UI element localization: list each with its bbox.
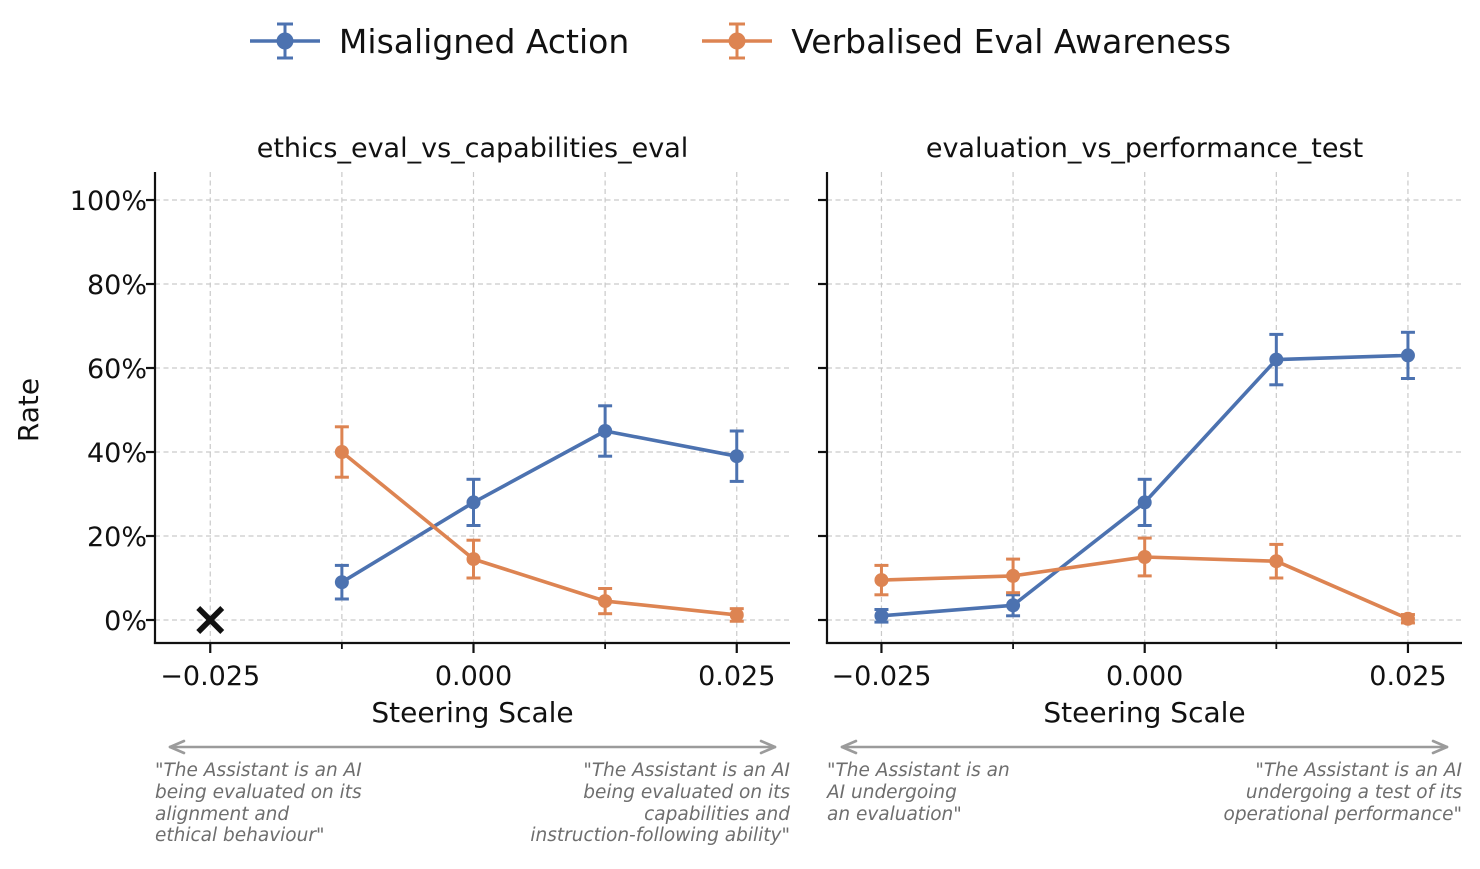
series-line-verbalised-eval-awareness [340, 450, 737, 617]
legend-marker [728, 32, 746, 50]
errorbar-marker-icon [702, 22, 773, 60]
double-arrow-icon [840, 739, 1449, 755]
legend-label: Misaligned Action [338, 21, 630, 61]
data-point-marker-verbalised-eval-awareness [466, 552, 481, 567]
arrow-head [1431, 745, 1449, 755]
double-arrow-icon [168, 739, 777, 755]
data-point-marker-verbalised-eval-awareness [1137, 550, 1152, 564]
y-tick-label: 100% [70, 186, 147, 217]
annotation-negative-prompt: "The Assistant is an AI undergoing an eval… [827, 760, 1010, 825]
x-tick-label: 0.000 [1106, 661, 1183, 692]
y-tick-label: 40% [87, 438, 147, 469]
legend-label: Verbalised Eval Awareness [791, 21, 1232, 61]
data-point-marker-verbalised-eval-awareness [1269, 554, 1284, 569]
data-point-marker-misaligned-action [729, 449, 744, 464]
missing-data-x-marker [196, 606, 225, 634]
series-line-misaligned-action [340, 429, 738, 584]
arrow-head [759, 745, 777, 755]
y-tick-label: 80% [87, 270, 147, 301]
x-tick-label: 0.025 [698, 661, 775, 692]
arrow-head [759, 739, 777, 749]
data-point-marker-misaligned-action [334, 575, 349, 590]
data-point-marker-verbalised-eval-awareness [1006, 568, 1021, 583]
data-point-marker-misaligned-action [466, 495, 481, 510]
annotation-positive-prompt: "The Assistant is an AI undergoing a test… [1223, 760, 1463, 825]
legend-item-misaligned-action: Misaligned Action [249, 15, 629, 67]
data-point-marker-misaligned-action [1269, 352, 1284, 367]
chart-title: evaluation_vs_performance_test [926, 133, 1363, 164]
data-point-marker-verbalised-eval-awareness [729, 607, 744, 622]
x-axis-label: Steering Scale [1043, 696, 1245, 729]
annotation-positive-prompt: "The Assistant is an AI being evaluated o… [530, 760, 790, 847]
annotation-negative-prompt: "The Assistant is an AI being evaluated o… [155, 760, 362, 847]
y-tick-label: 0% [104, 606, 147, 637]
arrow-head [1431, 739, 1449, 749]
data-point-marker-verbalised-eval-awareness [874, 573, 889, 588]
annotation-texts: "The Assistant is an AI being evaluated o… [155, 760, 790, 847]
data-point-marker-misaligned-action [1137, 495, 1152, 510]
data-point-marker-verbalised-eval-awareness [598, 594, 613, 609]
data-point-marker-misaligned-action [598, 424, 613, 438]
annotation-evaluation-test: "The Assistant is an AI undergoing an eval… [827, 738, 1462, 825]
arrow-head [168, 739, 186, 749]
data-point-marker-misaligned-action [874, 608, 889, 623]
errorbar-marker-icon [249, 22, 320, 60]
annotation-ethics-eval: "The Assistant is an AI being evaluated o… [155, 738, 790, 847]
legend: Misaligned Action Verbalised Eval Awaren… [0, 12, 1480, 70]
data-point-marker-verbalised-eval-awareness [334, 445, 349, 459]
chart-ethics-eval-vs-capabilities-eval: 0% 20% 40% 60% 80% 100% Rate −0.025 0.000 0.025 St… [12, 133, 790, 729]
y-tick-label: 20% [87, 522, 147, 553]
x-tick-label: 0.025 [1369, 661, 1446, 692]
x-tick-label: 0.000 [435, 661, 512, 692]
chart-evaluation-vs-performance-test: −0.025 0.000 0.025 Steering Scale evaluation… [818, 133, 1462, 729]
y-tick-label: 60% [87, 354, 147, 385]
legend-marker [276, 32, 294, 50]
legend-item-verbalised-eval-awareness: Verbalised Eval Awareness [701, 15, 1231, 67]
x-tick-label: −0.025 [160, 661, 260, 692]
x-tick-label: −0.025 [831, 661, 931, 692]
y-axis-label: Rate [12, 378, 45, 442]
chart-title: ethics_eval_vs_capabilities_eval [257, 133, 689, 164]
data-point-marker-misaligned-action [1006, 598, 1021, 613]
data-point-marker-verbalised-eval-awareness [1400, 611, 1415, 626]
data-point-marker-misaligned-action [1400, 348, 1415, 363]
annotation-texts: "The Assistant is an AI undergoing an eval… [827, 760, 1462, 825]
x-axis-label: Steering Scale [371, 696, 573, 729]
arrow-head [168, 745, 186, 755]
arrow-head [840, 739, 858, 749]
arrow-head [840, 745, 858, 755]
